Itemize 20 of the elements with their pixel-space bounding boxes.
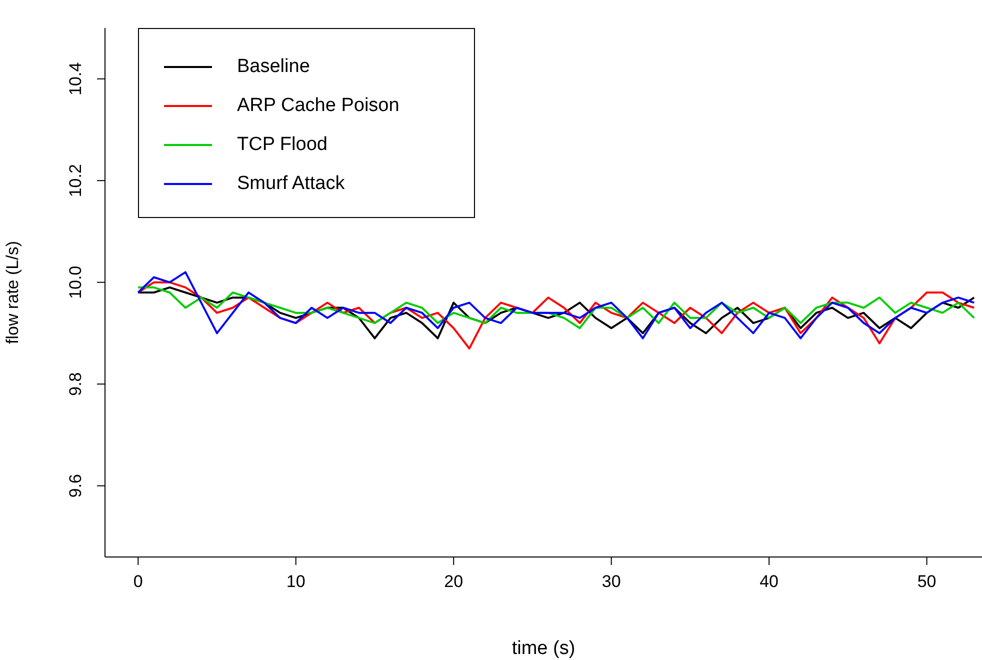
legend-label: Smurf Attack [237,172,345,194]
x-tick-label: 40 [760,572,779,592]
x-axis-title: time (s) [512,638,576,659]
y-tick-label: 9.8 [66,372,85,396]
y-tick-label: 10.0 [66,266,85,299]
legend-label: Baseline [237,56,310,78]
y-axis-title: flow rate (L/s) [3,241,22,344]
line-series [137,281,976,350]
x-tick-label: 50 [917,572,936,592]
x-tick-label: 10 [286,572,306,592]
y-tick-label: 10.2 [66,164,85,198]
x-tick-label: 30 [602,572,621,592]
x-tick-label: 20 [444,572,464,592]
line-series [137,286,976,330]
y-tick-label: 10.4 [66,62,85,96]
legend-label: ARP Cache Poison [237,94,400,116]
y-tick-label: 9.6 [66,474,85,498]
legend-label: TCP Flood [237,134,328,156]
x-tick-label: 0 [133,572,143,592]
line-series [137,271,976,340]
